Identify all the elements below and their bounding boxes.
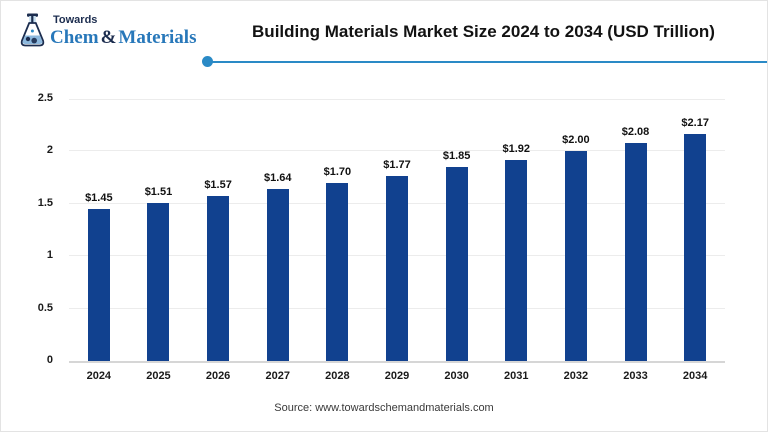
bar-value-label: $1.57 xyxy=(204,179,232,192)
y-axis: 0 0.5 1 1.5 2 2.5 xyxy=(1,92,59,366)
bar-value-label: $1.64 xyxy=(263,172,292,185)
x-tick-label: 2031 xyxy=(504,370,529,382)
bar xyxy=(505,159,528,361)
bar xyxy=(684,133,707,361)
gridline xyxy=(69,150,725,152)
logo-text: Towards Chem & Materials xyxy=(50,12,196,48)
x-tick-label: 2032 xyxy=(563,370,589,382)
bar xyxy=(87,209,110,361)
bar xyxy=(445,167,468,361)
x-tick-label: 2033 xyxy=(623,370,648,382)
bar-value-label: $1.85 xyxy=(442,150,471,163)
bar xyxy=(564,151,587,361)
logo-brand-amp: & xyxy=(100,27,117,48)
bar xyxy=(207,196,230,361)
underline-dot xyxy=(202,56,213,67)
x-tick-label: 2025 xyxy=(146,370,171,382)
bar-value-label: $1.70 xyxy=(323,165,352,178)
x-tick-label: 2027 xyxy=(265,370,290,382)
y-tick-label: 1.5 xyxy=(37,196,53,209)
chart-title: Building Materials Market Size 2024 to 2… xyxy=(252,22,715,41)
x-tick-label: 2029 xyxy=(384,370,410,382)
brand-logo: Towards Chem & Materials xyxy=(19,12,196,49)
x-tick-label: 2028 xyxy=(325,370,350,382)
bar-value-label: $1.77 xyxy=(383,158,411,171)
bar xyxy=(147,202,170,361)
bar-value-label: $2.00 xyxy=(562,134,590,147)
source-line: Source: www.towardschemandmaterials.com xyxy=(274,402,494,414)
bar-value-label: $2.17 xyxy=(681,116,709,129)
y-tick-label: 1 xyxy=(46,249,53,262)
bar xyxy=(386,175,408,361)
bar-value-label: $2.08 xyxy=(621,126,650,139)
y-tick-label: 2.5 xyxy=(37,92,53,104)
y-tick-label: 0.5 xyxy=(37,301,53,314)
y-tick-label: 2 xyxy=(46,144,53,157)
x-tick-label: 2034 xyxy=(682,370,708,382)
bar xyxy=(326,182,349,361)
logo-brand: Chem & Materials xyxy=(50,27,196,48)
flask-icon xyxy=(19,12,46,49)
x-tick-label: 2030 xyxy=(444,370,469,382)
x-tick-label: 2026 xyxy=(205,370,231,382)
x-tick-label: 2024 xyxy=(86,370,112,382)
title-underline xyxy=(202,56,767,67)
bar-value-label: $1.92 xyxy=(502,142,531,155)
bar xyxy=(266,189,289,361)
bar-value-label: $1.51 xyxy=(144,185,173,198)
logo-brand-materials: Materials xyxy=(118,27,197,48)
bar xyxy=(624,143,647,361)
logo-tagline: Towards xyxy=(53,14,98,26)
bar-value-label: $1.45 xyxy=(85,192,113,205)
logo-brand-chem: Chem xyxy=(50,27,99,48)
y-tick-label: 0 xyxy=(46,354,53,366)
gridline xyxy=(69,99,725,100)
plot-area: $1.45 $1.51 $1.57 $1.64 $1.70 $1.77 $1.85 $1.92… xyxy=(69,99,725,363)
x-axis: 2024 2025 2026 2027 2028 2029 2030 2031 2032 2033… xyxy=(69,367,725,385)
